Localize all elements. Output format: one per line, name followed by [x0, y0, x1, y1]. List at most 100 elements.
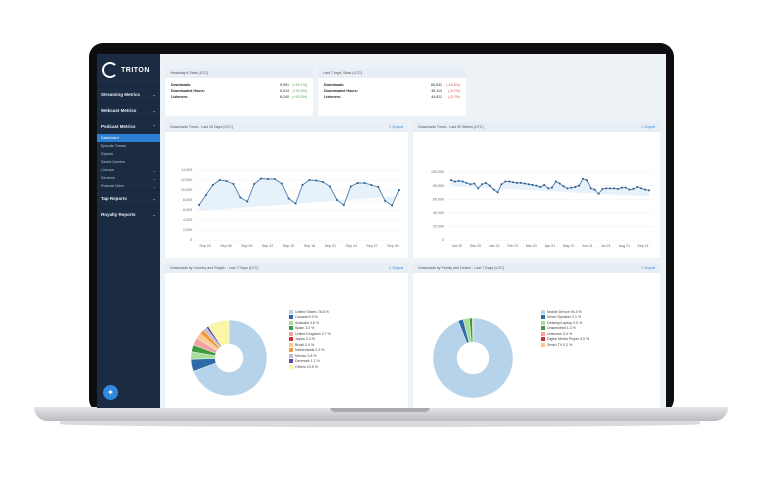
- sidebar-subitem[interactable]: Services ⌄: [101, 175, 156, 181]
- legend-item[interactable]: Smart TV 0.2 %: [541, 342, 589, 348]
- data-point: [315, 179, 318, 182]
- x-tick-label: Jul 21: [601, 244, 611, 248]
- export-button[interactable]: ⇩ Export: [640, 125, 655, 129]
- data-point: [535, 184, 538, 187]
- legend-swatch: [541, 337, 545, 342]
- data-point: [301, 184, 304, 186]
- chevron-icon: ⌄: [152, 175, 156, 181]
- y-tick-label: 4,000: [183, 218, 192, 222]
- data-point: [329, 185, 332, 188]
- legend-item[interactable]: Australia 3.6 %: [289, 320, 331, 326]
- legend-item[interactable]: Mexico 1.8 %: [289, 353, 331, 359]
- sidebar-item[interactable]: Tap Reports ⌄: [97, 190, 160, 206]
- legend-item[interactable]: Smart Speaker 2.1 %: [541, 315, 589, 321]
- stat-row: Downloads: 9,901 (+42.1%): [171, 83, 307, 87]
- legend-item[interactable]: Netherlands 2.3 %: [289, 348, 331, 354]
- export-button[interactable]: ⇩ Export: [388, 125, 403, 129]
- sidebar-subitem[interactable]: Podcast Video ⌄: [101, 183, 156, 189]
- triton-logo-mark: [102, 62, 118, 78]
- data-point: [398, 189, 400, 191]
- legend-item[interactable]: Canada 5.9 %: [289, 315, 331, 321]
- legend-item[interactable]: Unspecified 1.3 %: [541, 326, 589, 332]
- legend-item[interactable]: Desktop/Laptop 2.5 %: [541, 320, 589, 326]
- sidebar-subitem[interactable]: Dashboard: [97, 134, 160, 142]
- country-pie-card: Downloads by Country and Region - Last 7…: [165, 263, 408, 408]
- legend-item[interactable]: Spain 3.3 %: [289, 326, 331, 332]
- y-tick-label: 0: [442, 238, 444, 242]
- data-point: [363, 182, 366, 184]
- lightbulb-icon[interactable]: ✦: [103, 385, 118, 400]
- device-legend: Mobile Device 94.3 % Smart Speaker 2.1 % D…: [541, 309, 589, 348]
- x-tick-label: Sep 30: [387, 244, 398, 248]
- sidebar-subitem[interactable]: Lineups ⌄: [101, 167, 156, 173]
- sidebar-item[interactable]: Podcast Metrics ⌃: [97, 118, 160, 134]
- data-point: [620, 186, 623, 189]
- legend-swatch: [289, 337, 293, 342]
- sidebar-subitem[interactable]: Saved Queries: [101, 160, 125, 164]
- x-tick-label: Sep 18: [304, 244, 315, 248]
- country-donut-chart: [190, 319, 268, 397]
- x-tick-label: Sep 24: [346, 244, 357, 248]
- data-point: [450, 179, 452, 182]
- data-point: [566, 187, 569, 190]
- x-tick-label: Apr 21: [545, 244, 556, 248]
- sidebar-item[interactable]: Streaming Metrics ⌄: [97, 86, 160, 102]
- pie-slice: [207, 319, 230, 347]
- legend-swatch: [289, 326, 293, 331]
- data-point: [578, 184, 581, 187]
- data-point: [453, 180, 456, 183]
- card-title: Downloads Trend - Last 30 Days (UTC): [170, 125, 233, 129]
- y-tick-label: 2,000: [183, 228, 192, 232]
- triton-logo[interactable]: TRITON: [97, 54, 160, 86]
- y-tick-label: 100,000: [431, 170, 444, 174]
- y-tick-label: 60,000: [433, 197, 444, 201]
- legend-item[interactable]: Digital Media Player 0.0 %: [541, 337, 589, 343]
- data-point: [211, 184, 214, 186]
- card-title: Downloads by Family and Device - Last 7 …: [418, 266, 505, 270]
- sidebar-subitem[interactable]: Episode Trends: [101, 144, 126, 148]
- data-point: [609, 187, 612, 190]
- pie-slice: [193, 319, 268, 397]
- legend-item[interactable]: Japan 0.3 %: [289, 337, 331, 343]
- data-point: [349, 185, 352, 188]
- export-button[interactable]: ⇩ Export: [640, 266, 655, 270]
- data-point: [527, 183, 530, 186]
- data-point: [628, 188, 631, 191]
- legend-item[interactable]: Others 10.5 %: [289, 364, 331, 370]
- data-point: [488, 184, 491, 187]
- data-point: [457, 179, 460, 182]
- legend-swatch: [289, 309, 293, 314]
- chevron-icon: ⌄: [152, 92, 156, 97]
- data-point: [547, 187, 550, 190]
- data-point: [477, 187, 480, 190]
- data-point: [377, 186, 380, 188]
- data-point: [636, 185, 639, 188]
- legend-item[interactable]: Denmark 1.1 %: [289, 359, 331, 365]
- legend-item[interactable]: United States 78.8 %: [289, 309, 331, 315]
- x-tick-label: Jun 21: [582, 244, 593, 248]
- pie-slice: [472, 317, 474, 343]
- downloads-trend-52w-card: Downloads Trend - Last 52 Weeks (UTC) ⇩ E…: [413, 122, 660, 258]
- sidebar-item[interactable]: Webcast Metrics ⌄: [97, 102, 160, 118]
- sidebar-subitem[interactable]: Explore: [101, 152, 114, 156]
- data-point: [593, 188, 596, 191]
- legend-item[interactable]: Mobile Device 94.3 %: [541, 309, 589, 315]
- data-point: [632, 188, 635, 190]
- export-button[interactable]: ⇩ Export: [388, 266, 403, 270]
- data-point: [624, 186, 627, 189]
- x-tick-label: Sep 12: [262, 244, 273, 248]
- card-title: Last 7 days' Stats (UTC): [323, 71, 363, 75]
- legend-swatch: [541, 315, 545, 320]
- data-point: [570, 186, 573, 189]
- legend-item[interactable]: United Kingdom 3.7 %: [289, 331, 331, 337]
- legend-swatch: [289, 353, 293, 358]
- data-point: [558, 182, 561, 185]
- area-band: [451, 178, 649, 197]
- legend-item[interactable]: Unknown 0.0 %: [541, 331, 589, 337]
- sidebar-item[interactable]: Royalty Reports ⌄: [97, 206, 160, 222]
- data-point: [481, 183, 484, 186]
- legend-swatch: [541, 326, 545, 331]
- legend-swatch: [289, 342, 293, 347]
- data-point: [322, 181, 325, 183]
- legend-item[interactable]: Brazil 2.4 %: [289, 342, 331, 348]
